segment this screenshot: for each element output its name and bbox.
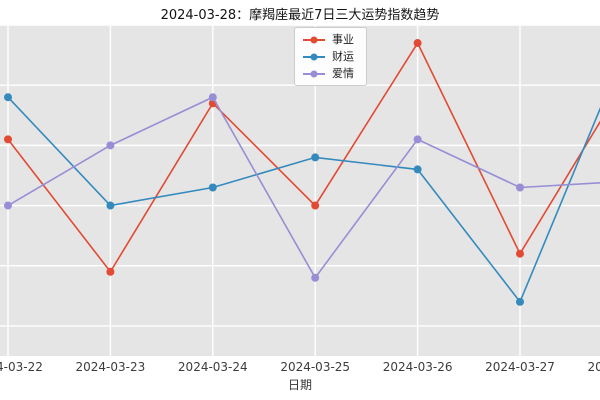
- legend-label-wealth: 财运: [332, 50, 354, 63]
- data-point-career: [311, 201, 320, 210]
- legend-label-career: 事业: [332, 33, 354, 46]
- data-point-love: [311, 273, 320, 282]
- legend-item-wealth: 财运: [303, 51, 354, 62]
- x-tick-label: 2024-03-25: [280, 360, 350, 374]
- legend-marker-love-icon: [303, 70, 325, 77]
- data-point-love: [413, 135, 422, 144]
- x-tick-label: 2024-03-26: [383, 360, 453, 374]
- x-tick-label: 2024-03-28: [588, 360, 600, 374]
- x-tick-label: 2024-03-22: [0, 360, 43, 374]
- legend-item-career: 事业: [303, 34, 354, 45]
- chart-title: 2024-03-28：摩羯座最近7日三大运势指数趋势: [160, 8, 440, 23]
- data-point-wealth: [4, 93, 12, 102]
- data-point-love: [4, 201, 12, 210]
- data-point-wealth: [516, 297, 524, 306]
- data-point-wealth: [413, 165, 422, 174]
- data-point-career: [4, 135, 12, 144]
- data-point-career: [413, 39, 422, 48]
- data-point-career: [106, 267, 115, 276]
- data-point-wealth: [311, 153, 320, 162]
- legend: 事业 财运 爱情: [294, 27, 367, 86]
- legend-marker-wealth-icon: [303, 53, 325, 60]
- legend-marker-career-icon: [303, 36, 325, 43]
- data-point-wealth: [208, 183, 217, 192]
- x-tick-label: 2024-03-23: [76, 360, 146, 374]
- legend-label-love: 爱情: [332, 67, 354, 80]
- data-point-love: [516, 183, 524, 192]
- x-tick-label: 2024-03-24: [178, 360, 248, 374]
- legend-item-love: 爱情: [303, 68, 354, 79]
- data-point-love: [208, 93, 217, 102]
- data-point-wealth: [106, 201, 115, 210]
- x-tick-label: 2024-03-27: [485, 360, 555, 374]
- x-axis-label: 日期: [287, 378, 312, 392]
- data-point-love: [106, 141, 115, 150]
- data-point-career: [516, 249, 524, 258]
